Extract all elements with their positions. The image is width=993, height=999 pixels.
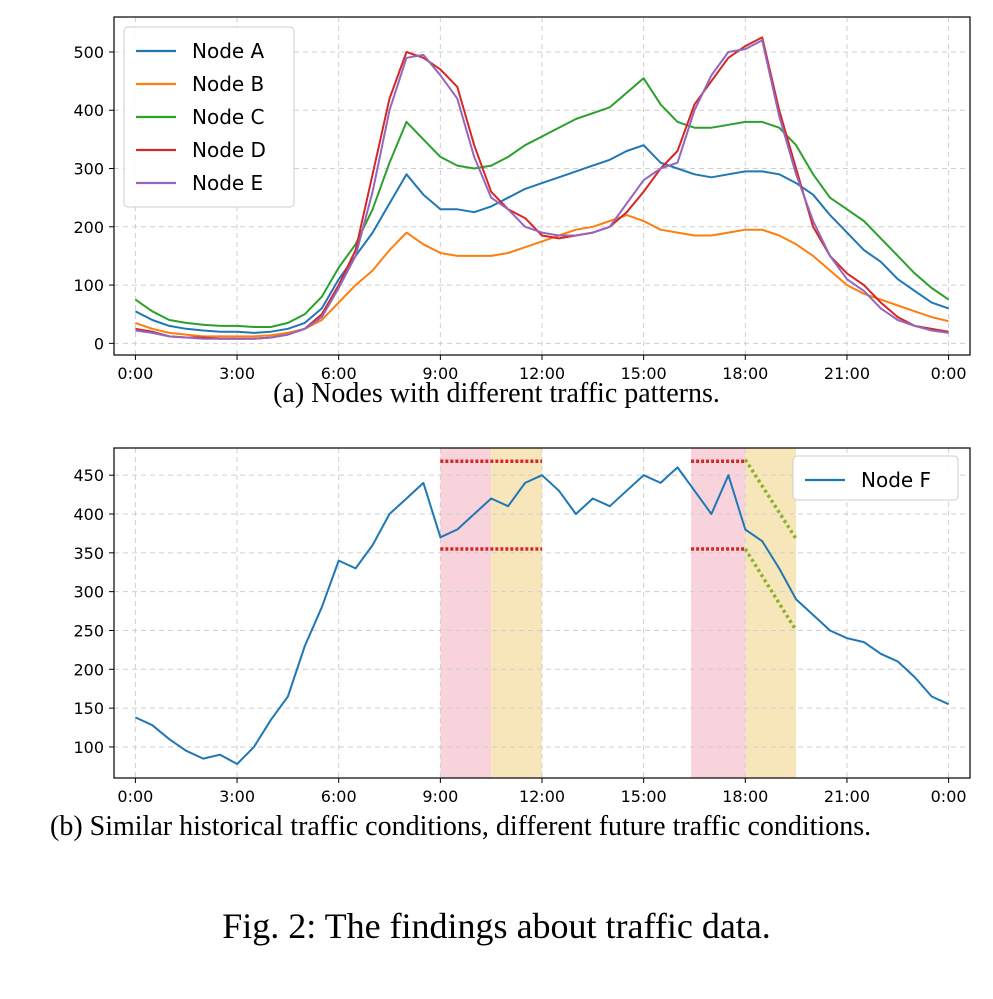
x-tick-label: 9:00 bbox=[422, 787, 458, 806]
series-line-node-c bbox=[134, 77, 950, 328]
x-tick-label: 21:00 bbox=[824, 364, 870, 383]
chart-b-legend: Node F bbox=[792, 455, 959, 501]
y-tick-label: 150 bbox=[73, 699, 104, 718]
series-line-node-f bbox=[134, 466, 950, 765]
legend-label-node-d: Node D bbox=[192, 138, 266, 162]
x-tick-label: 9:00 bbox=[422, 364, 458, 383]
y-tick-label: 400 bbox=[73, 505, 104, 524]
x-tick-label: 18:00 bbox=[722, 787, 768, 806]
chart-a: 0:00 3:00 6:00 9:00 12:00 15:00 18:00 21:00 0:00… bbox=[73, 16, 971, 383]
chart-b-caption: (b) Similar historical traffic condition… bbox=[50, 811, 872, 842]
x-tick-label: 3:00 bbox=[219, 364, 255, 383]
legend-label-node-c: Node C bbox=[192, 105, 265, 129]
shaded-region bbox=[440, 448, 492, 778]
x-tick-label: 0:00 bbox=[931, 787, 967, 806]
chart-a-caption: (a) Nodes with different traffic pattern… bbox=[273, 378, 720, 409]
series-line-node-e bbox=[135, 39, 949, 340]
chart-a-legend-box bbox=[123, 26, 295, 208]
legend-label-node-f: Node F bbox=[861, 468, 931, 492]
x-tick-label: 6:00 bbox=[321, 364, 357, 383]
x-tick-label: 18:00 bbox=[722, 364, 768, 383]
series-line-node-b bbox=[135, 214, 949, 338]
y-tick-label: 200 bbox=[73, 660, 104, 679]
y-tick-label: 400 bbox=[73, 101, 104, 120]
y-tick-label: 500 bbox=[73, 43, 104, 62]
y-tick-label: 200 bbox=[73, 218, 104, 237]
y-tick-label: 300 bbox=[73, 160, 104, 179]
shaded-region bbox=[745, 448, 797, 778]
legend-label-node-a: Node A bbox=[192, 39, 265, 63]
green-dotted-trend bbox=[743, 458, 798, 540]
y-tick-label: 250 bbox=[73, 621, 104, 640]
chart-b-annotations bbox=[440, 458, 798, 632]
x-tick-label: 6:00 bbox=[321, 787, 357, 806]
x-tick-label: 15:00 bbox=[621, 364, 667, 383]
x-tick-label: 15:00 bbox=[621, 787, 667, 806]
y-tick-label: 350 bbox=[73, 544, 104, 563]
chart-a-series-group bbox=[134, 36, 950, 340]
x-tick-label: 3:00 bbox=[219, 787, 255, 806]
legend-label-node-b: Node B bbox=[192, 72, 264, 96]
x-tick-label: 12:00 bbox=[519, 364, 565, 383]
chart-b-series-group bbox=[134, 466, 950, 765]
y-tick-label: 0 bbox=[94, 334, 104, 353]
y-tick-label: 300 bbox=[73, 583, 104, 602]
x-tick-label: 0:00 bbox=[117, 787, 153, 806]
series-line-node-a bbox=[134, 144, 949, 334]
chart-b-ticks: 0:00 3:00 6:00 9:00 12:00 15:00 18:00 21:00 0:00… bbox=[73, 466, 966, 806]
legend-label-node-e: Node E bbox=[192, 171, 263, 195]
chart-a-legend: Node A Node B Node C Node D Node E bbox=[123, 26, 295, 208]
x-tick-label: 12:00 bbox=[519, 787, 565, 806]
chart-a-grid bbox=[114, 17, 970, 355]
y-tick-label: 100 bbox=[73, 738, 104, 757]
figure-caption: Fig. 2: The findings about traffic data. bbox=[222, 906, 771, 946]
x-tick-label: 0:00 bbox=[117, 364, 153, 383]
shaded-region bbox=[491, 448, 542, 778]
x-tick-label: 21:00 bbox=[824, 787, 870, 806]
green-dotted-trend bbox=[743, 548, 798, 632]
chart-a-ticks: 0:00 3:00 6:00 9:00 12:00 15:00 18:00 21:00 0:00… bbox=[73, 43, 966, 383]
chart-b-legend-box bbox=[792, 455, 959, 501]
x-tick-label: 0:00 bbox=[931, 364, 967, 383]
y-tick-label: 450 bbox=[73, 466, 104, 485]
chart-b: 0:00 3:00 6:00 9:00 12:00 15:00 18:00 21:00 0:00… bbox=[73, 447, 971, 806]
y-tick-label: 100 bbox=[73, 276, 104, 295]
